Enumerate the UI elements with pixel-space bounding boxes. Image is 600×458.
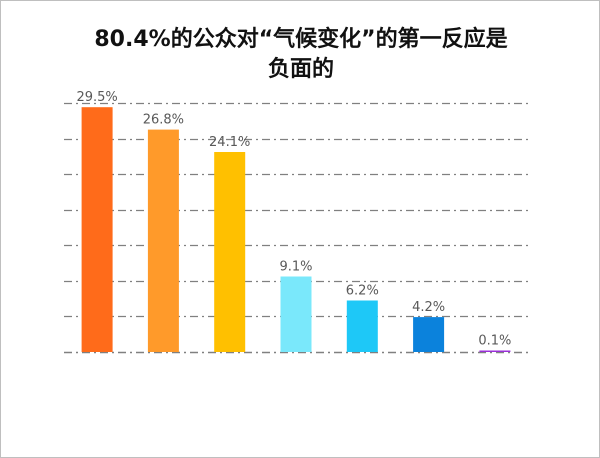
chart-title-line-2: 负面的 bbox=[267, 57, 334, 82]
bar-2 bbox=[147, 129, 179, 352]
bar-1 bbox=[81, 107, 113, 352]
bar-value-label-2: 26.8% bbox=[143, 113, 184, 128]
chart-title: 80.4%的公众对“气候变化”的第一反应是 负面的 bbox=[51, 25, 551, 85]
bar-7 bbox=[479, 350, 511, 352]
chart-title-line-1: 80.4%的公众对“气候变化”的第一反应是 bbox=[94, 27, 508, 52]
bar-value-label-6: 4.2% bbox=[412, 300, 445, 315]
bar-3 bbox=[214, 152, 246, 352]
bar-4 bbox=[280, 276, 312, 352]
bar-value-label-1: 29.5% bbox=[76, 90, 117, 105]
bar-value-label-3: 24.1% bbox=[209, 135, 250, 150]
bar-6 bbox=[413, 317, 445, 352]
bar-value-label-4: 9.1% bbox=[279, 260, 312, 275]
bar-5 bbox=[346, 300, 378, 352]
bar-value-label-7: 0.1% bbox=[478, 334, 511, 349]
bar-value-label-5: 6.2% bbox=[346, 284, 379, 299]
